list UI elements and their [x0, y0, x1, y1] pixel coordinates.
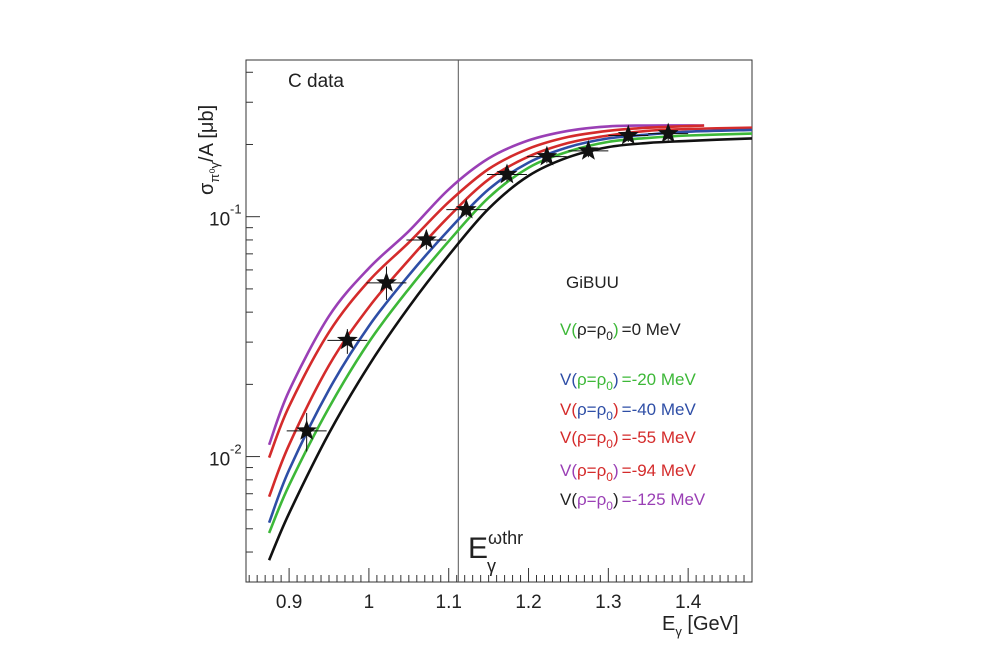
y-tick-label-base: 10	[209, 450, 230, 471]
legend-entry-suffix: )	[613, 490, 619, 509]
x-tick-labels: 0.9 1 1.1 1.2 1.3 1.4	[276, 592, 702, 613]
x-axis-label-unit: [GeV]	[682, 613, 739, 635]
x-axis-label: Eγ [GeV]	[662, 613, 739, 639]
legend-entry-suffix: )	[613, 370, 619, 389]
svg-text:Eωthr: Eωthr	[468, 528, 523, 565]
data-point-star	[657, 122, 679, 143]
model-curve-1	[267, 124, 705, 459]
legend-title: GiBUU	[566, 273, 619, 292]
x-tick-label: 1.4	[675, 592, 702, 613]
minor-ticks	[246, 71, 753, 583]
y-axis-label-sub: π⁰γ	[207, 161, 222, 182]
data-point-star	[376, 271, 397, 292]
legend-entry: V(ρ=ρ0) =-125 MeV	[560, 490, 706, 513]
legend-entry-prefix: V(	[560, 400, 577, 419]
legend-entry-prefix: V(	[560, 490, 577, 509]
x-axis-label-main: E	[662, 613, 675, 635]
legend-entry-suffix: )	[613, 400, 619, 419]
y-axis-label-rest: /A [μb]	[196, 105, 218, 162]
x-axis-label-sub: γ	[675, 624, 682, 639]
threshold-label-sup: ωthr	[488, 528, 523, 548]
legend-entry-rho-sub: 0	[606, 379, 613, 393]
data-point-star	[296, 419, 318, 440]
data-point-star	[415, 228, 437, 249]
model-curve-0	[267, 124, 705, 446]
data-point-star	[496, 163, 518, 184]
legend-entry-value: =-94 MeV	[622, 461, 697, 480]
svg-text:σπ⁰γ/A [μb]: σπ⁰γ/A [μb]	[196, 105, 222, 195]
y-tick-label-exp: -2	[230, 442, 242, 457]
legend-entry-rho: ρ=ρ	[577, 320, 606, 339]
svg-text:Eγ [GeV]: Eγ [GeV]	[662, 613, 739, 639]
legend-entry-rho: ρ=ρ	[577, 370, 606, 389]
model-curve-3	[267, 128, 753, 524]
model-curve-4	[267, 132, 753, 534]
data-points	[286, 122, 689, 452]
legend-entry-rho: ρ=ρ	[577, 428, 606, 447]
legend-entry: V(ρ=ρ0) =-55 MeV	[560, 428, 696, 451]
plot-frame	[245, 59, 753, 583]
data-point-star	[536, 145, 558, 166]
threshold-label: Eωthr γ	[468, 528, 523, 576]
data-point-star	[617, 124, 639, 145]
legend-entry: V(ρ=ρ0) =0 MeV	[560, 320, 681, 343]
x-tick-label: 1	[364, 592, 375, 613]
y-tick-label-base: 10	[209, 210, 230, 231]
threshold-label-main: E	[468, 532, 488, 565]
data-point-star	[577, 139, 599, 160]
model-curve-2	[267, 126, 753, 498]
legend-entry-prefix: V(	[560, 370, 577, 389]
legend-entry-prefix: V(	[560, 461, 577, 480]
legend-entry: V(ρ=ρ0) =-20 MeV	[560, 370, 696, 393]
legend-entry-rho-sub: 0	[606, 409, 613, 423]
x-tick-label: 1.1	[436, 592, 462, 613]
legend-entry-rho-sub: 0	[606, 329, 613, 343]
x-tick-label: 0.9	[276, 592, 302, 613]
legend-entry-rho: ρ=ρ	[577, 400, 606, 419]
y-axis-label: σπ⁰γ/A [μb]	[196, 105, 222, 195]
data-point-star	[455, 198, 477, 219]
legend-entry-rho: ρ=ρ	[577, 490, 606, 509]
data-label: C data	[288, 71, 344, 92]
legend-entry-rho-sub: 0	[606, 499, 613, 513]
threshold-label-sub: γ	[487, 556, 496, 576]
legend-entry-rho-sub: 0	[606, 437, 613, 451]
legend-entry-suffix: )	[613, 320, 619, 339]
legend-entry-value: =-55 MeV	[622, 428, 697, 447]
legend-entry-rho: ρ=ρ	[577, 461, 606, 480]
y-tick-label-exp: -1	[230, 202, 242, 217]
model-curves	[267, 124, 753, 561]
legend-entry: V(ρ=ρ0) =-40 MeV	[560, 400, 696, 423]
legend-entry-value: =0 MeV	[622, 320, 682, 339]
legend-entry-value: =-125 MeV	[622, 490, 706, 509]
legend-entry-suffix: )	[613, 428, 619, 447]
legend-entry-suffix: )	[613, 461, 619, 480]
legend-entry: V(ρ=ρ0) =-94 MeV	[560, 461, 696, 484]
legend-entry-prefix: V(	[560, 428, 577, 447]
legend-entry-rho-sub: 0	[606, 470, 613, 484]
legend-entry-value: =-20 MeV	[622, 370, 697, 389]
legend-entry-value: =-40 MeV	[622, 400, 697, 419]
x-tick-label: 1.3	[595, 592, 621, 613]
y-axis-label-sigma: σ	[196, 182, 218, 195]
y-tick-labels: 10-110-2	[209, 202, 242, 471]
model-curve-5	[267, 137, 753, 561]
legend-entry-prefix: V(	[560, 320, 577, 339]
x-tick-label: 1.2	[515, 592, 541, 613]
data-point-star	[336, 329, 358, 350]
